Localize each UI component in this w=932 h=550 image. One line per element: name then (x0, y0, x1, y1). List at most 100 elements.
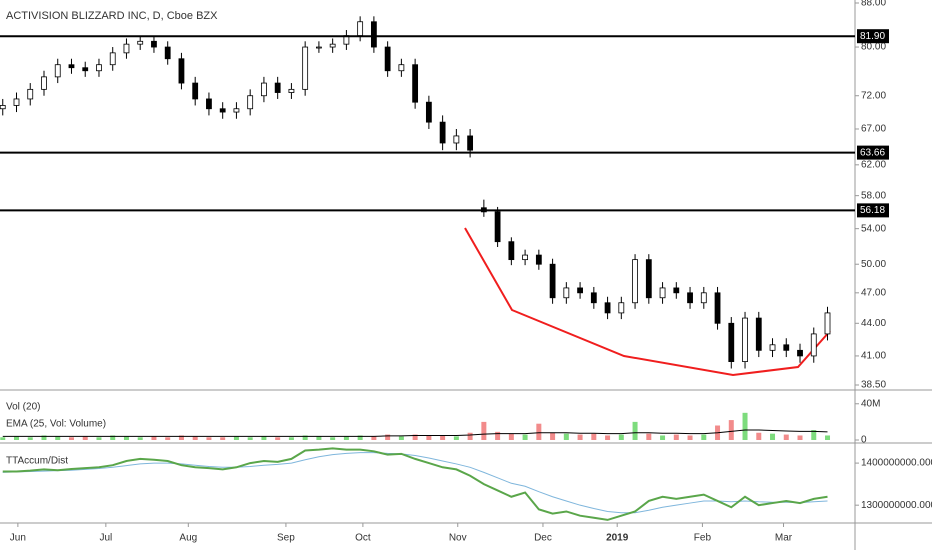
candle-body (700, 292, 707, 304)
x-tick-label: Feb (694, 533, 712, 544)
volume-bar (220, 437, 226, 440)
volume-bar (178, 435, 184, 440)
candle-body (659, 287, 666, 299)
y-tick-label: 44.00 (861, 318, 886, 329)
volume-bar (247, 437, 253, 440)
signal-line (2, 452, 828, 514)
volume-bar (550, 432, 556, 440)
candle-body (261, 82, 267, 97)
volume-bar (495, 431, 501, 440)
volume-bar (357, 435, 363, 440)
candle-body (316, 46, 322, 49)
candle-body (82, 67, 89, 72)
volume-bar (123, 436, 129, 440)
volume-bar (68, 437, 74, 440)
volume-bar (440, 435, 446, 440)
volume-bar (398, 436, 404, 440)
volume-bar (27, 437, 33, 440)
volume-bar (13, 436, 19, 440)
candle-body (151, 40, 157, 48)
volume-bar (110, 435, 116, 440)
indicator-legend: TTAccum/Dist (6, 456, 68, 467)
y-tick-label: 0 (861, 435, 867, 446)
candle-body (467, 135, 474, 151)
candle-body (164, 46, 171, 60)
candle-body (302, 46, 309, 90)
candle-body (508, 241, 515, 261)
volume-bar (288, 437, 294, 440)
candle-body (27, 88, 34, 100)
candle-body (54, 64, 61, 78)
level-label-box (857, 203, 889, 218)
candle-body (590, 292, 597, 304)
candle-body (329, 43, 336, 48)
level-label-box (857, 145, 889, 160)
x-tick-label: Mar (775, 533, 793, 544)
candle-body (439, 121, 446, 144)
volume-bar (151, 436, 157, 440)
volume-bar (660, 435, 666, 440)
volume-bar (302, 435, 308, 440)
candle-body (41, 76, 47, 90)
candle-body (384, 46, 391, 72)
candle-body (728, 322, 735, 362)
volume-bar (426, 435, 432, 440)
chart-title: ACTIVISION BLIZZARD INC, D, Cboe BZX (6, 10, 218, 22)
volume-bar (82, 436, 88, 440)
candle-body (577, 287, 583, 294)
y-tick-label: 72.00 (861, 90, 886, 101)
volume-bar (728, 420, 734, 440)
candle-body (755, 317, 762, 351)
x-tick-label: Nov (449, 533, 467, 544)
volume-bar (825, 435, 831, 440)
candle-body (824, 312, 831, 335)
candle-body (13, 98, 20, 106)
volume-bar (41, 435, 47, 440)
y-tick-label: 50.00 (861, 259, 886, 270)
y-tick-label: 80.00 (861, 42, 886, 53)
candle-body (274, 82, 281, 93)
volume-legend: Vol (20) (6, 402, 40, 413)
y-tick-label: 54.00 (861, 223, 886, 234)
candle-body (522, 254, 528, 261)
volume-bar (316, 436, 322, 440)
y-tick-label: 1300000000.0000 (861, 500, 932, 511)
candle-body (549, 263, 556, 299)
volume-bar (618, 434, 624, 440)
y-tick-label: 67.00 (861, 124, 886, 135)
y-tick-label: 41.00 (861, 351, 886, 362)
candle-body (645, 259, 652, 299)
volume-bar (481, 421, 487, 440)
volume-bar (646, 433, 652, 440)
candle-body (687, 292, 693, 304)
level-label-box (857, 29, 889, 44)
volume-bar (343, 436, 349, 440)
candle-body (604, 302, 611, 314)
volume-bar (591, 433, 597, 440)
candle-body (288, 88, 295, 93)
volume-bar (536, 423, 542, 440)
candle-body (123, 43, 130, 54)
volume-bar (137, 437, 143, 440)
candle-body (453, 135, 460, 144)
candle-body (206, 98, 212, 110)
candle-body (742, 317, 748, 362)
candle-body (68, 64, 75, 69)
candle-body (783, 344, 790, 351)
ema-line (2, 429, 828, 437)
volume-bar (508, 433, 514, 440)
candle-body (714, 292, 721, 324)
y-tick-label: 38.50 (861, 380, 886, 391)
volume-bar (330, 437, 336, 440)
candle-body (96, 64, 102, 72)
volume-bar (632, 421, 638, 440)
candle-body (810, 333, 817, 357)
volume-bar (811, 430, 817, 440)
level-label: 81.90 (860, 31, 885, 42)
volume-bar (701, 434, 707, 440)
candle-body (357, 21, 364, 37)
candle-body (494, 211, 501, 243)
x-tick-label: Dec (534, 533, 552, 544)
